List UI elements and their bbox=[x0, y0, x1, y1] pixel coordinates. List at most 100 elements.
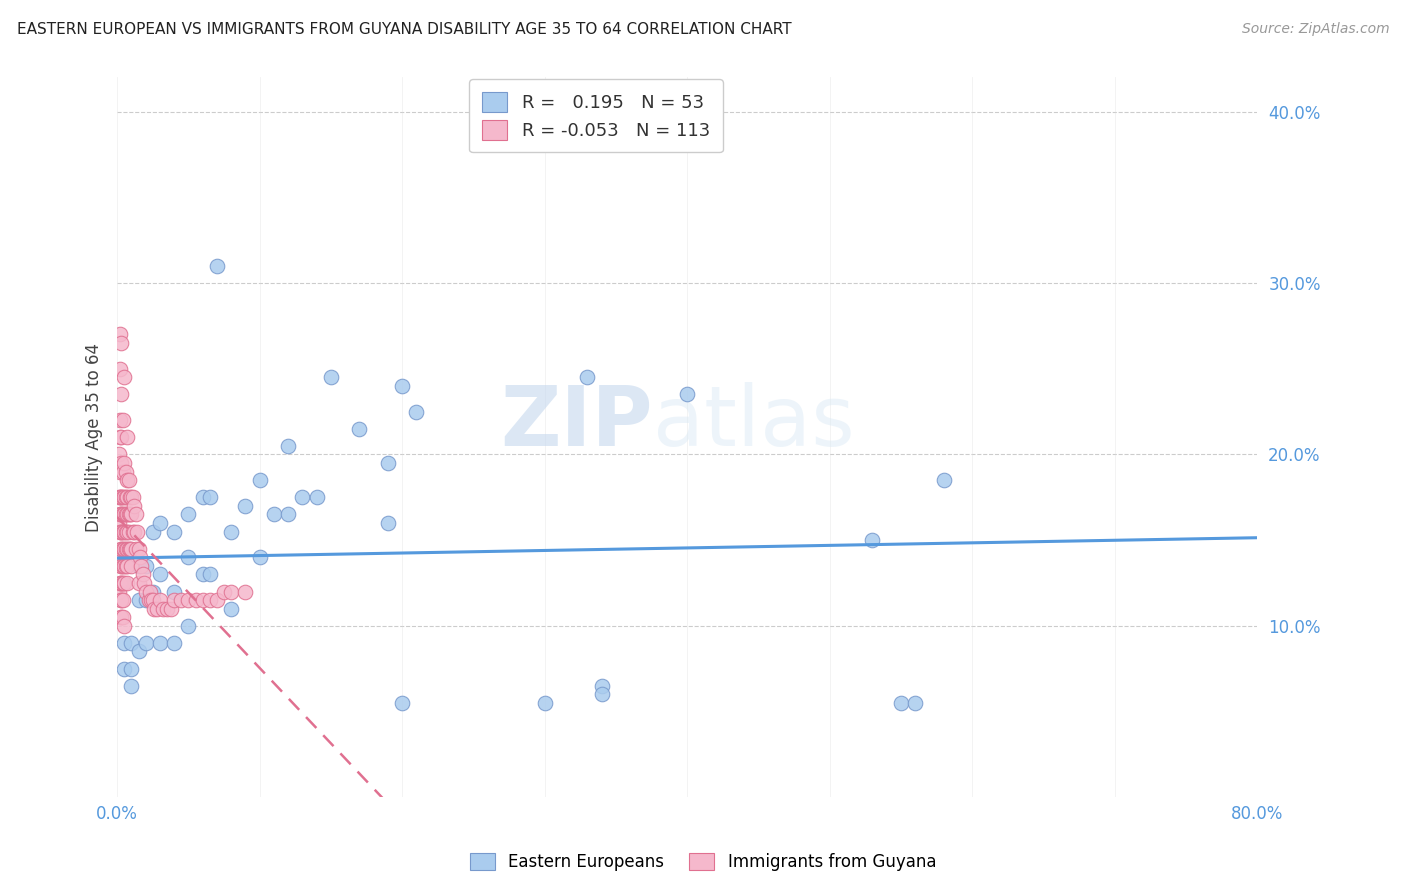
Point bbox=[112, 636, 135, 650]
Point bbox=[118, 541, 141, 556]
Point bbox=[349, 422, 371, 436]
Point bbox=[319, 370, 342, 384]
Point bbox=[117, 524, 139, 539]
Point bbox=[170, 593, 193, 607]
Point bbox=[676, 387, 699, 401]
Point bbox=[108, 490, 131, 504]
Point bbox=[108, 550, 131, 565]
Text: ZIP: ZIP bbox=[501, 383, 652, 464]
Point bbox=[121, 490, 143, 504]
Point bbox=[219, 524, 242, 539]
Point bbox=[114, 508, 136, 522]
Point bbox=[112, 490, 135, 504]
Point bbox=[391, 696, 413, 710]
Point bbox=[138, 593, 160, 607]
Point bbox=[120, 679, 142, 693]
Point bbox=[112, 524, 135, 539]
Point bbox=[142, 524, 165, 539]
Point bbox=[112, 558, 135, 573]
Point bbox=[115, 576, 138, 591]
Point bbox=[124, 524, 146, 539]
Point bbox=[108, 576, 131, 591]
Point bbox=[205, 593, 228, 607]
Point bbox=[114, 465, 136, 479]
Point bbox=[115, 490, 138, 504]
Point bbox=[198, 490, 221, 504]
Point bbox=[110, 430, 132, 444]
Point bbox=[125, 541, 148, 556]
Point bbox=[405, 404, 427, 418]
Point bbox=[117, 508, 139, 522]
Legend: R =   0.195   N = 53, R = -0.053   N = 113: R = 0.195 N = 53, R = -0.053 N = 113 bbox=[470, 79, 723, 153]
Point bbox=[110, 336, 132, 351]
Point bbox=[108, 327, 131, 342]
Point bbox=[135, 593, 157, 607]
Point bbox=[115, 558, 138, 573]
Point bbox=[177, 508, 200, 522]
Point bbox=[108, 508, 131, 522]
Point bbox=[114, 558, 136, 573]
Point bbox=[163, 584, 186, 599]
Point bbox=[177, 550, 200, 565]
Point bbox=[112, 508, 135, 522]
Point bbox=[114, 541, 136, 556]
Point bbox=[112, 576, 135, 591]
Point bbox=[112, 541, 135, 556]
Point bbox=[235, 584, 257, 599]
Point bbox=[143, 601, 166, 615]
Point bbox=[111, 413, 134, 427]
Point bbox=[110, 576, 132, 591]
Point bbox=[110, 593, 132, 607]
Point bbox=[177, 619, 200, 633]
Point bbox=[115, 524, 138, 539]
Point bbox=[132, 567, 155, 582]
Point bbox=[120, 541, 142, 556]
Point bbox=[128, 576, 150, 591]
Point bbox=[277, 508, 299, 522]
Point bbox=[120, 508, 142, 522]
Point bbox=[111, 610, 134, 624]
Point bbox=[139, 584, 162, 599]
Point bbox=[191, 490, 214, 504]
Point bbox=[111, 558, 134, 573]
Point bbox=[110, 490, 132, 504]
Point bbox=[112, 619, 135, 633]
Point bbox=[118, 490, 141, 504]
Point bbox=[107, 516, 129, 530]
Point bbox=[127, 524, 149, 539]
Point bbox=[191, 593, 214, 607]
Point bbox=[111, 541, 134, 556]
Point bbox=[107, 490, 129, 504]
Point bbox=[111, 490, 134, 504]
Point bbox=[125, 508, 148, 522]
Point bbox=[110, 456, 132, 470]
Point bbox=[205, 259, 228, 273]
Point bbox=[249, 550, 271, 565]
Y-axis label: Disability Age 35 to 64: Disability Age 35 to 64 bbox=[86, 343, 103, 532]
Point bbox=[904, 696, 927, 710]
Point bbox=[219, 584, 242, 599]
Point bbox=[108, 361, 131, 376]
Point bbox=[112, 662, 135, 676]
Point bbox=[129, 550, 152, 565]
Point bbox=[533, 696, 555, 710]
Point bbox=[120, 558, 142, 573]
Point bbox=[149, 636, 172, 650]
Point bbox=[198, 593, 221, 607]
Point bbox=[142, 584, 165, 599]
Point bbox=[111, 465, 134, 479]
Point bbox=[198, 567, 221, 582]
Point bbox=[184, 593, 207, 607]
Text: Source: ZipAtlas.com: Source: ZipAtlas.com bbox=[1241, 22, 1389, 37]
Point bbox=[111, 593, 134, 607]
Point bbox=[377, 516, 399, 530]
Point bbox=[118, 508, 141, 522]
Point bbox=[219, 601, 242, 615]
Point bbox=[110, 610, 132, 624]
Point bbox=[120, 662, 142, 676]
Point bbox=[110, 593, 132, 607]
Point bbox=[110, 610, 132, 624]
Point bbox=[135, 558, 157, 573]
Point bbox=[860, 533, 883, 548]
Point bbox=[107, 447, 129, 461]
